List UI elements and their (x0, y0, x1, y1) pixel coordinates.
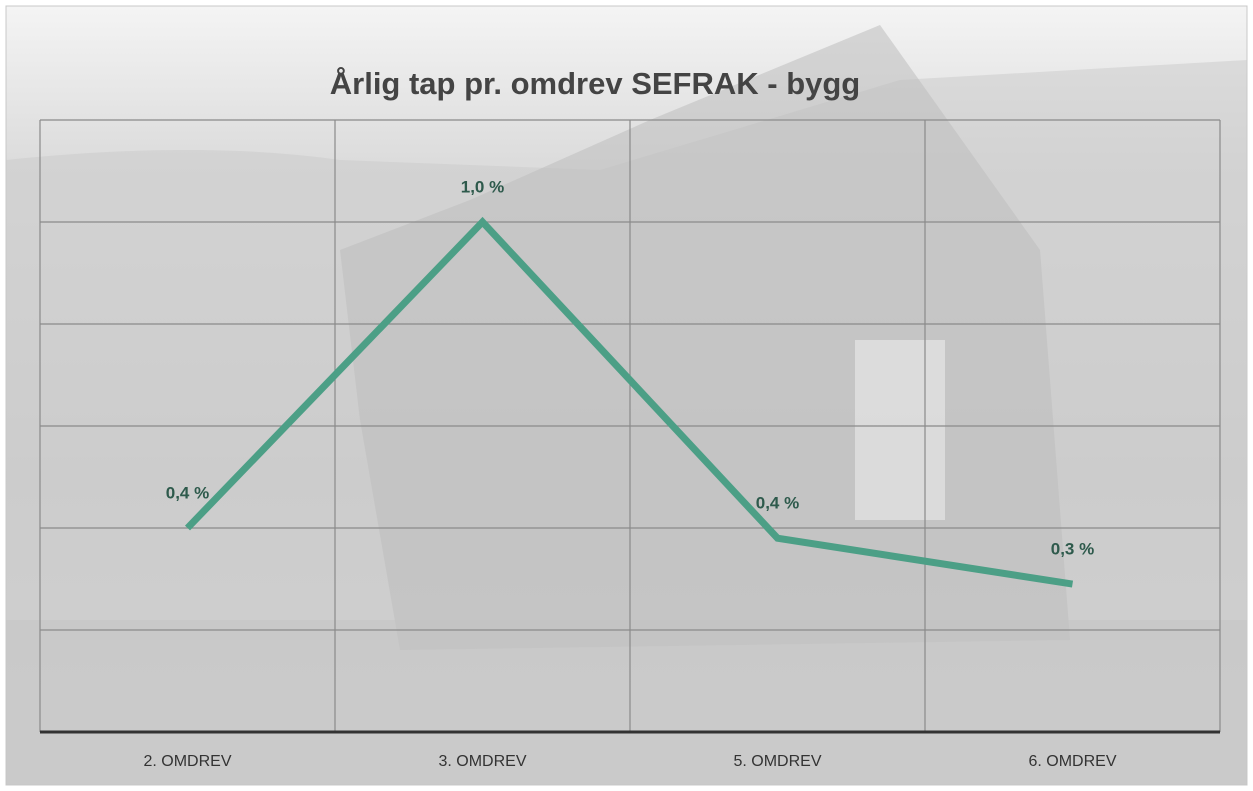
line (184, 216, 1074, 588)
x-tick-label: 2. OMDREV (143, 753, 231, 770)
window (855, 340, 945, 520)
x-tick-label: 5. OMDREV (733, 753, 821, 770)
data-label: 0,4 % (166, 483, 209, 502)
bushes (6, 620, 1247, 785)
data-label: 0,3 % (1051, 540, 1094, 559)
chart-title: Årlig tap pr. omdrev SEFRAK - bygg (330, 66, 861, 101)
data-label: 0,4 % (756, 494, 799, 513)
data-label: 1,0 % (461, 177, 504, 196)
x-tick-label: 6. OMDREV (1028, 753, 1116, 770)
x-tick-label: 3. OMDREV (438, 753, 526, 770)
